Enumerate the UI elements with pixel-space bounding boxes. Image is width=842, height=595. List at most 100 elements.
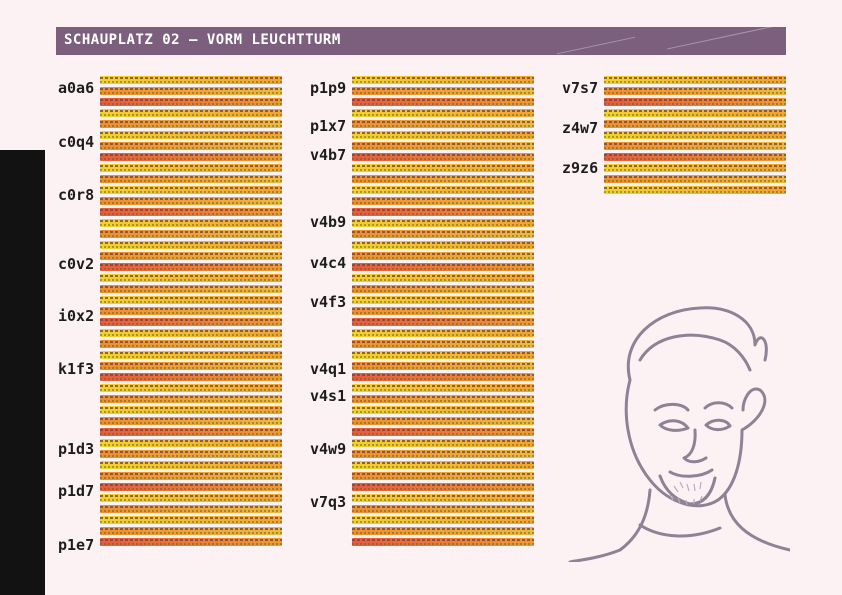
text-line bbox=[100, 527, 282, 535]
text-line bbox=[100, 483, 282, 491]
text-line bbox=[604, 153, 786, 161]
text-line bbox=[352, 483, 534, 491]
text-line bbox=[604, 164, 786, 172]
text-line bbox=[352, 153, 534, 161]
text-line bbox=[100, 252, 282, 260]
text-line bbox=[352, 175, 534, 183]
page-title: SCHAUPLATZ 02 — VORM LEUCHTTURM bbox=[64, 32, 341, 48]
text-line bbox=[100, 373, 282, 381]
text-line bbox=[352, 208, 534, 216]
text-line bbox=[352, 318, 534, 326]
code-label: v4f3 bbox=[310, 293, 347, 311]
text-line bbox=[100, 230, 282, 238]
text-line bbox=[604, 109, 786, 117]
text-line bbox=[352, 87, 534, 95]
text-line bbox=[100, 516, 282, 524]
text-line bbox=[352, 142, 534, 150]
code-label: v4b7 bbox=[310, 146, 347, 164]
code-label: v4w9 bbox=[310, 440, 347, 458]
header-streak bbox=[667, 27, 775, 50]
text-line bbox=[100, 219, 282, 227]
text-line bbox=[604, 76, 786, 84]
character-sketch-portrait bbox=[568, 306, 790, 562]
text-line bbox=[352, 428, 534, 436]
text-line bbox=[100, 208, 282, 216]
text-line bbox=[352, 164, 534, 172]
code-label: v4q1 bbox=[310, 360, 347, 378]
text-line bbox=[352, 109, 534, 117]
text-line bbox=[352, 197, 534, 205]
text-line bbox=[604, 120, 786, 128]
text-line bbox=[352, 98, 534, 106]
text-line bbox=[100, 538, 282, 546]
text-line bbox=[100, 428, 282, 436]
text-line bbox=[100, 329, 282, 337]
text-line bbox=[352, 219, 534, 227]
text-line bbox=[100, 362, 282, 370]
text-block-column-3 bbox=[604, 76, 786, 200]
code-label: a0a6 bbox=[58, 79, 95, 97]
text-line bbox=[352, 274, 534, 282]
text-line bbox=[352, 516, 534, 524]
text-line bbox=[352, 538, 534, 546]
text-line bbox=[100, 417, 282, 425]
text-line bbox=[100, 131, 282, 139]
text-line bbox=[352, 76, 534, 84]
text-line bbox=[100, 120, 282, 128]
text-line bbox=[352, 417, 534, 425]
code-label: p1x7 bbox=[310, 117, 347, 135]
text-line bbox=[352, 263, 534, 271]
text-line bbox=[352, 406, 534, 414]
code-label: v7q3 bbox=[310, 493, 347, 511]
text-line bbox=[352, 384, 534, 392]
text-line bbox=[100, 241, 282, 249]
text-line bbox=[100, 439, 282, 447]
text-line bbox=[604, 142, 786, 150]
text-line bbox=[100, 186, 282, 194]
code-label: v4s1 bbox=[310, 387, 347, 405]
text-line bbox=[352, 461, 534, 469]
text-line bbox=[100, 472, 282, 480]
text-line bbox=[352, 186, 534, 194]
text-line bbox=[100, 175, 282, 183]
text-line bbox=[352, 395, 534, 403]
code-label: c0r8 bbox=[58, 186, 95, 204]
text-line bbox=[100, 351, 282, 359]
side-tab-dark bbox=[0, 150, 45, 595]
text-line bbox=[100, 98, 282, 106]
code-label: z4w7 bbox=[562, 119, 599, 137]
text-line bbox=[100, 307, 282, 315]
code-label: z9z6 bbox=[562, 159, 599, 177]
side-tab bbox=[0, 0, 45, 595]
text-line bbox=[100, 197, 282, 205]
text-line bbox=[604, 175, 786, 183]
text-line bbox=[100, 494, 282, 502]
text-line bbox=[604, 98, 786, 106]
text-line bbox=[352, 362, 534, 370]
text-block-column-2 bbox=[352, 76, 534, 556]
code-label: p1p9 bbox=[310, 79, 347, 97]
text-line bbox=[352, 472, 534, 480]
text-line bbox=[100, 87, 282, 95]
text-line bbox=[352, 120, 534, 128]
text-line bbox=[100, 76, 282, 84]
text-line bbox=[100, 274, 282, 282]
text-line bbox=[100, 461, 282, 469]
text-line bbox=[352, 340, 534, 348]
code-label: k1f3 bbox=[58, 360, 95, 378]
code-label: p1d7 bbox=[58, 482, 95, 500]
text-line bbox=[352, 505, 534, 513]
text-line bbox=[352, 450, 534, 458]
text-line bbox=[352, 230, 534, 238]
text-line bbox=[352, 241, 534, 249]
text-line bbox=[100, 142, 282, 150]
text-line bbox=[100, 296, 282, 304]
text-line bbox=[100, 505, 282, 513]
text-line bbox=[352, 351, 534, 359]
text-line bbox=[100, 450, 282, 458]
text-line bbox=[352, 296, 534, 304]
text-line bbox=[100, 109, 282, 117]
text-line bbox=[604, 87, 786, 95]
text-line bbox=[100, 285, 282, 293]
text-line bbox=[352, 131, 534, 139]
